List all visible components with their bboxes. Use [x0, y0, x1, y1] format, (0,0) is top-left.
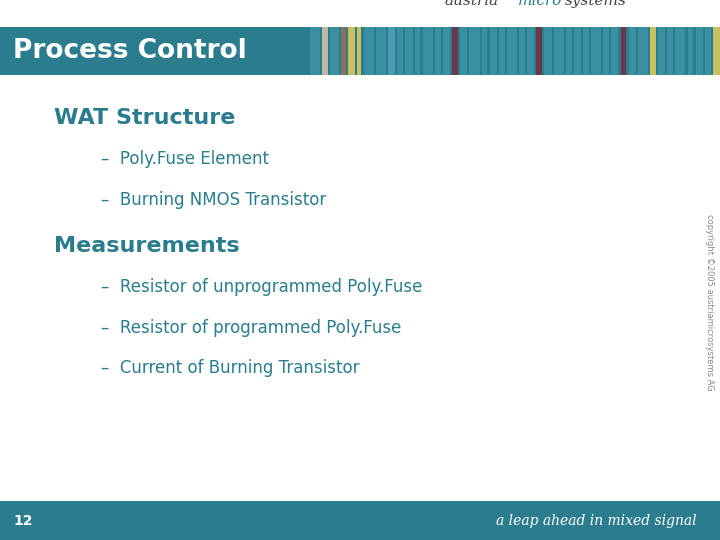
Bar — [696, 27, 703, 75]
Bar — [322, 27, 328, 75]
Bar — [713, 27, 720, 75]
Text: copyright ©2005 austriamicrosystems AG: copyright ©2005 austriamicrosystems AG — [705, 214, 714, 391]
Bar — [376, 27, 386, 75]
Bar — [629, 27, 636, 75]
Bar — [544, 27, 552, 75]
Bar — [621, 27, 626, 75]
Bar — [482, 27, 487, 75]
Bar — [310, 27, 320, 75]
Bar — [0, 27, 720, 75]
Text: WAT Structure: WAT Structure — [54, 108, 235, 128]
Bar — [348, 27, 355, 75]
Bar — [452, 27, 458, 75]
Bar — [415, 27, 420, 75]
Bar — [638, 27, 648, 75]
Bar — [591, 27, 601, 75]
Bar — [554, 27, 564, 75]
Bar — [583, 27, 589, 75]
Bar — [397, 27, 403, 75]
Bar — [388, 27, 395, 75]
Bar — [435, 27, 441, 75]
Bar — [499, 27, 505, 75]
Bar — [405, 27, 413, 75]
Bar — [341, 27, 346, 75]
Bar — [688, 27, 693, 75]
Text: 12: 12 — [13, 514, 32, 528]
Text: micro: micro — [518, 0, 562, 8]
Bar — [667, 27, 673, 75]
Text: Measurements: Measurements — [54, 236, 240, 256]
Bar — [0, 501, 720, 540]
Bar — [507, 27, 517, 75]
Bar — [611, 27, 618, 75]
Bar — [527, 27, 534, 75]
Text: systems: systems — [564, 0, 626, 8]
Bar — [364, 27, 374, 75]
Bar — [705, 27, 711, 75]
Bar — [519, 27, 525, 75]
Bar — [443, 27, 450, 75]
Text: –  Current of Burning Transistor: – Current of Burning Transistor — [101, 359, 359, 377]
Text: –  Resistor of unprogrammed Poly.Fuse: – Resistor of unprogrammed Poly.Fuse — [101, 278, 422, 296]
Bar — [357, 27, 361, 75]
Bar — [536, 27, 542, 75]
Bar — [460, 27, 467, 75]
Text: Process Control: Process Control — [13, 38, 247, 64]
Text: a leap ahead in mixed signal: a leap ahead in mixed signal — [496, 514, 697, 528]
Bar — [423, 27, 433, 75]
Bar — [658, 27, 665, 75]
Bar — [603, 27, 609, 75]
Text: –  Burning NMOS Transistor: – Burning NMOS Transistor — [101, 191, 326, 208]
Bar — [650, 27, 656, 75]
Text: –  Poly.Fuse Element: – Poly.Fuse Element — [101, 150, 269, 168]
Bar — [675, 27, 685, 75]
Bar — [566, 27, 572, 75]
Text: –  Resistor of programmed Poly.Fuse: – Resistor of programmed Poly.Fuse — [101, 319, 401, 336]
Bar — [574, 27, 581, 75]
Bar — [469, 27, 480, 75]
Bar — [490, 27, 497, 75]
Text: austria: austria — [445, 0, 499, 8]
Bar — [330, 27, 339, 75]
